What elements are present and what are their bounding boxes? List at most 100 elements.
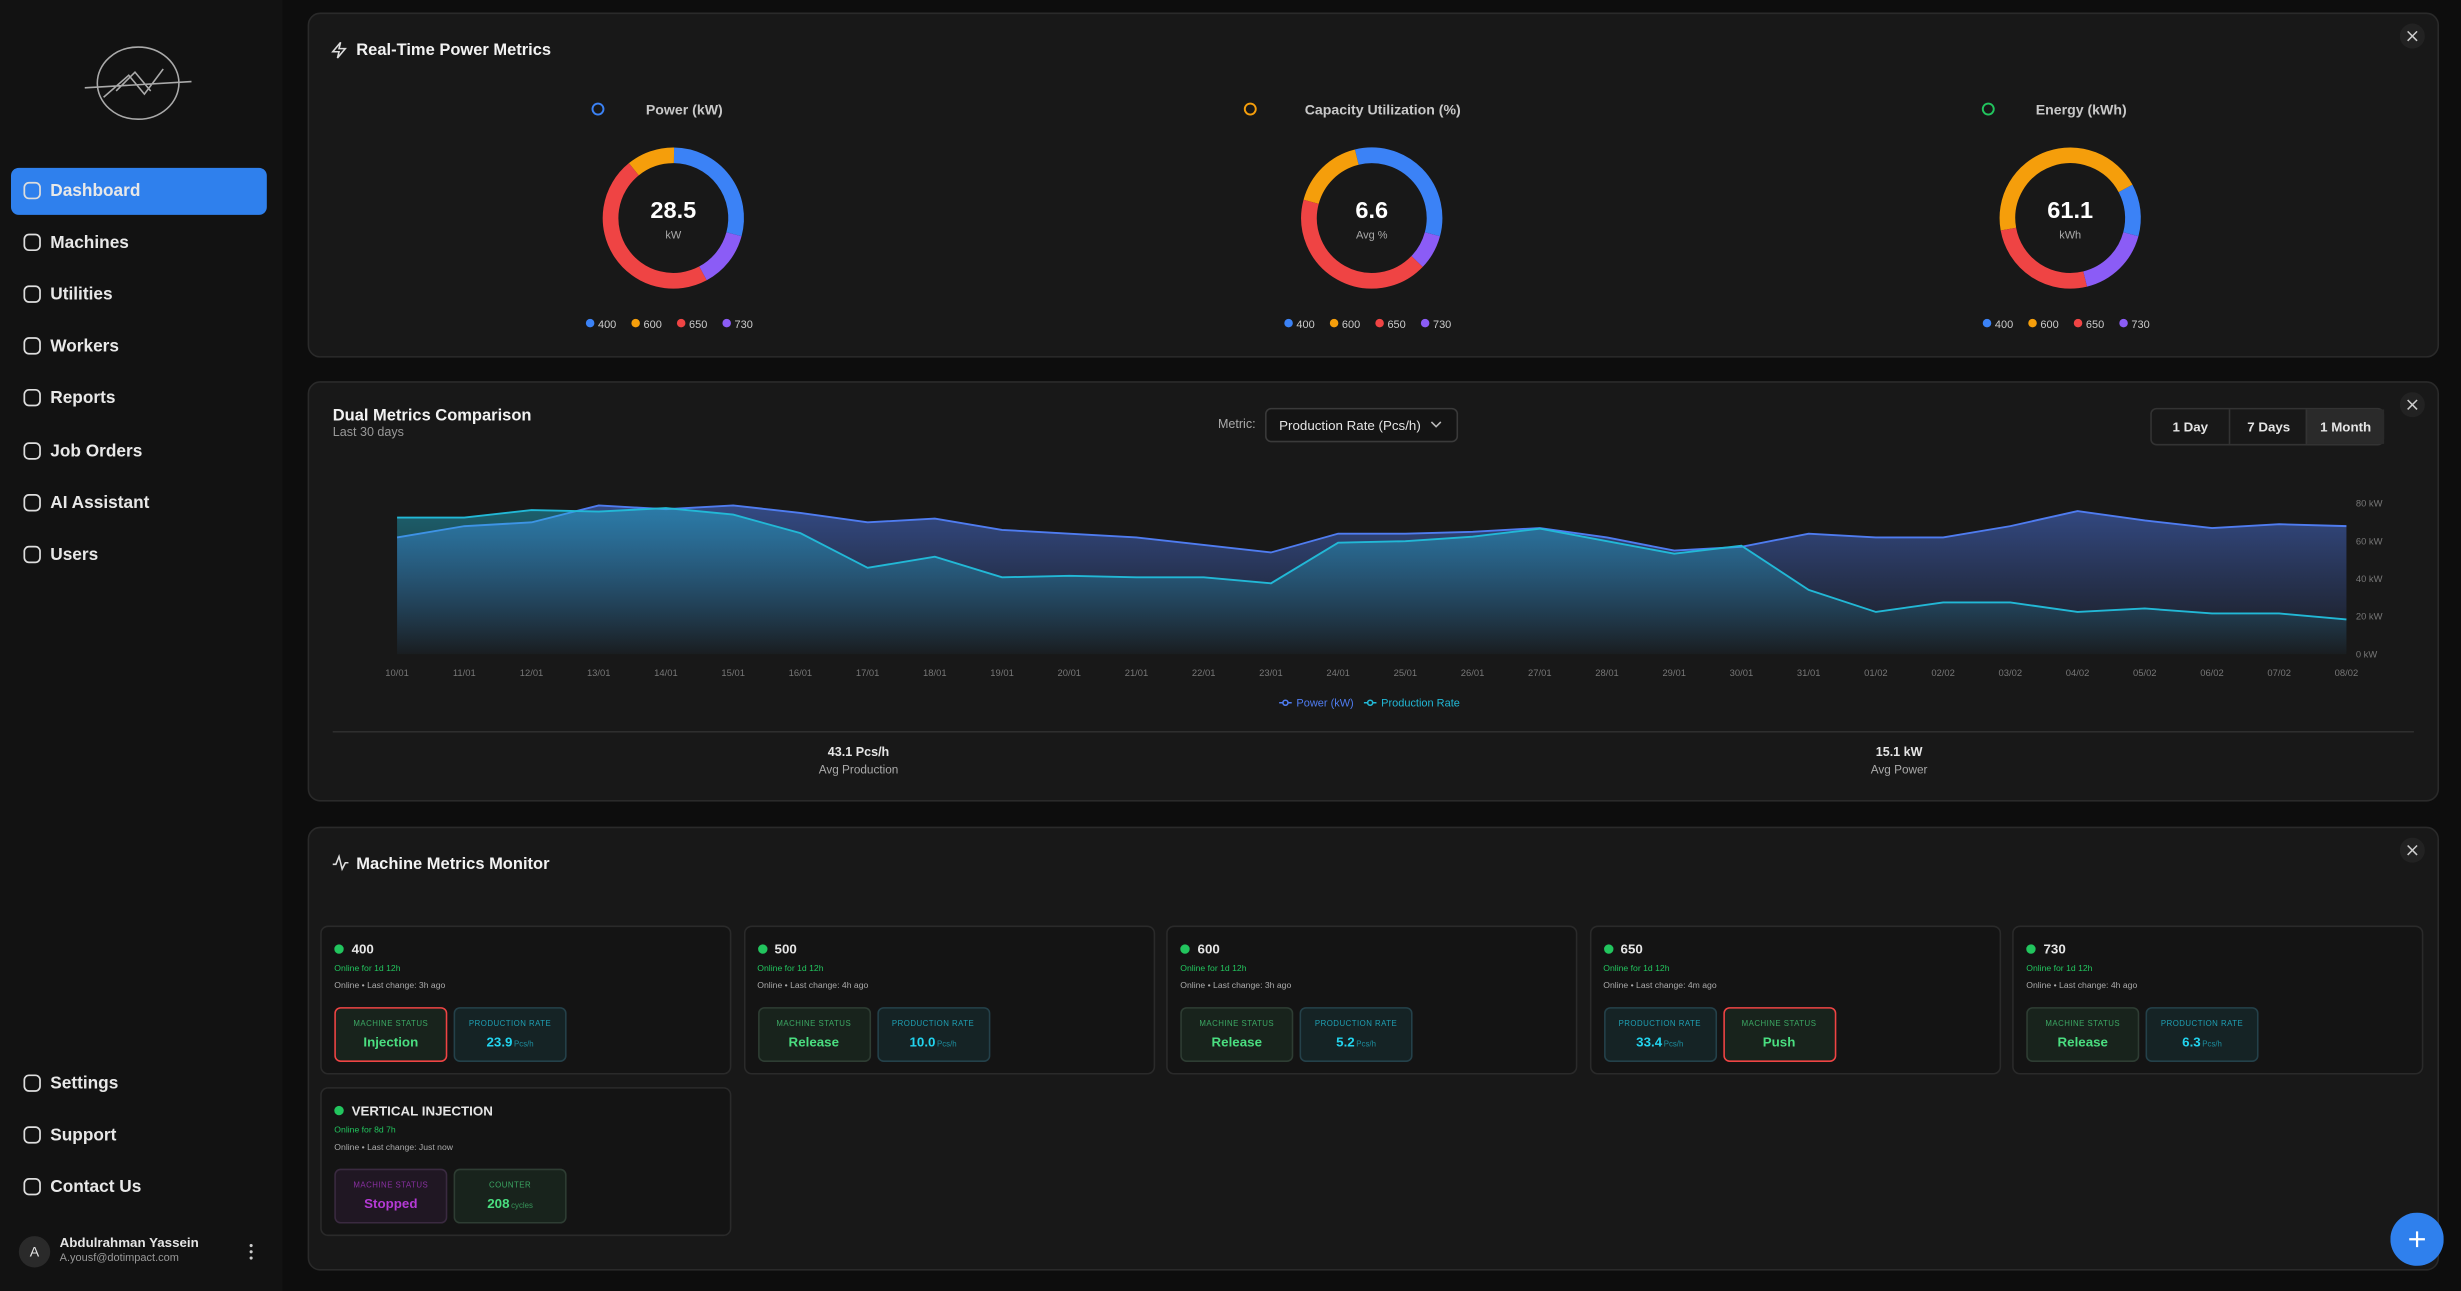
range-toggle: 1 Day 7 Days 1 Month [2150,407,2385,446]
close-button[interactable] [2399,392,2425,418]
machine-card: 730 Online for 1d 12h Online • Last change… [2012,925,2424,1075]
machine-card: 650 Online for 1d 12h Online • Last change… [1589,925,2001,1075]
range-button[interactable]: 1 Day [2172,418,2209,435]
tile-value: 23.9 Pcs/h [455,1034,565,1050]
nav-icon [23,337,41,356]
close-button[interactable] [2399,23,2425,49]
summary-label: Avg Power [1870,762,1928,777]
legend-label: 730 [2131,319,2149,331]
y2-tick-label: 80 kW [2356,498,2383,509]
nav-item[interactable]: Contact Us [11,1164,267,1211]
gauge-title: Capacity Utilization (%) [1305,102,1461,118]
range-button[interactable]: 7 Days [2228,409,2307,444]
tile-unit: Pcs/h [514,1040,534,1050]
nav-icon [23,1074,41,1092]
x-tick-label: 30/01 [1730,667,1754,678]
nav-item[interactable]: Dashboard [10,167,267,215]
status-dot [334,1105,344,1116]
legend-dot [676,318,686,328]
y2-tick-label: 20 kW [2356,611,2383,622]
nav-item[interactable]: AI Assistant [11,479,267,526]
metric-tile: PRODUCTION RATE 6.3 Pcs/h [2145,1007,2259,1062]
nav-item[interactable]: Utilities [11,272,267,319]
gauge-value: 6.6 [1355,197,1388,223]
nav-item[interactable]: Machines [11,220,267,267]
x-tick-label: 23/01 [1259,667,1283,678]
machine-name: 730 [2043,941,2066,957]
nav-item[interactable]: Support [11,1112,267,1159]
range-button[interactable]: 1 Month [2305,409,2385,444]
nav-label: Users [50,545,99,565]
legend-label: 650 [689,319,707,331]
legend-label: 600 [1342,319,1360,331]
status-line: Online • Last change: 4h ago [2026,981,2138,992]
tile-value: 208 cycles [455,1195,565,1211]
x-tick-label: 25/01 [1394,667,1418,678]
legend-label: 730 [735,319,753,331]
gauge-title: Energy (kWh) [2036,102,2127,118]
user-name: Abdulrahman Yassein [59,1234,199,1251]
tile-label: PRODUCTION RATE [1618,1019,1701,1030]
tile-number: Stopped [364,1195,418,1211]
legend-dot [2119,318,2128,328]
tile-number: 208 [487,1195,510,1211]
gauge-segment [673,147,744,237]
gauge-segment [628,147,675,176]
close-button[interactable] [2399,837,2425,863]
x-tick-label: 10/01 [385,667,409,678]
legend-dot [631,318,640,328]
tile-value: Stopped [336,1195,446,1211]
nav-icon [23,1177,41,1196]
x-tick-label: 13/01 [587,667,611,678]
nav-item[interactable]: Users [11,531,267,578]
legend-label: Production Rate [1381,698,1460,710]
card-title: Real-Time Power Metrics [356,40,552,60]
metric-tile: MACHINE STATUS Stopped [334,1168,448,1224]
status-line: Online • Last change: 3h ago [1180,981,1292,992]
nav-icon [23,441,41,459]
legend-dot [722,318,731,328]
tile-unit: Pcs/h [937,1040,957,1050]
user-menu[interactable] [245,1242,258,1261]
status-line: Online • Last change: 4m ago [1603,981,1717,992]
tile-unit: Pcs/h [1356,1040,1376,1050]
tile-number: 23.9 [486,1033,513,1050]
status-dot [1603,944,1613,954]
nav-item[interactable]: Reports [11,376,267,423]
nav-icon [23,181,41,200]
user-email: A.yousf@dotimpact.com [59,1253,179,1265]
icon-shape [23,1074,41,1092]
metric-tile: MACHINE STATUS Push [1722,1007,1836,1062]
x-tick-label: 24/01 [1326,667,1350,678]
tile-number: 5.2 [1336,1033,1355,1050]
legend-label: 400 [1296,319,1314,331]
online-time: Online for 8d 7h [334,1126,396,1136]
x-tick-label: 26/01 [1461,667,1485,678]
tile-value: Release [1182,1034,1292,1050]
x-tick-label: 29/01 [1662,667,1686,678]
metric-tile: PRODUCTION RATE 5.2 Pcs/h [1299,1007,1413,1062]
nav-item[interactable]: Settings [11,1060,267,1107]
gauge-unit: kW [665,229,681,241]
machine-card: 500 Online for 1d 12h Online • Last change… [743,925,1155,1075]
x-tick-label: 01/02 [1864,667,1888,678]
legend-label: 400 [1995,319,2013,331]
nav-item[interactable]: Job Orders [11,427,267,474]
x-tick-label: 05/02 [2133,667,2157,678]
y2-tick-label: 0 kW [2356,648,2378,659]
icon-shape [23,1126,41,1144]
metric-value: Production Rate (Pcs/h) [1279,417,1421,433]
nav-label: Support [50,1126,117,1146]
add-button[interactable] [2390,1212,2444,1266]
icon-shape [23,441,41,459]
gauge-segment [2000,227,2088,289]
tile-label: MACHINE STATUS [776,1019,852,1030]
y2-tick-label: 60 kW [2356,535,2383,546]
gauge-title: Power (kW) [646,102,723,118]
online-time: Online for 1d 12h [1180,964,1247,975]
status-dot [757,944,767,954]
icon-shape [23,545,41,563]
metric-select[interactable]: Production Rate (Pcs/h) [1265,407,1459,443]
nav-item[interactable]: Workers [11,324,267,371]
metric-label: Metric: [1217,417,1256,432]
